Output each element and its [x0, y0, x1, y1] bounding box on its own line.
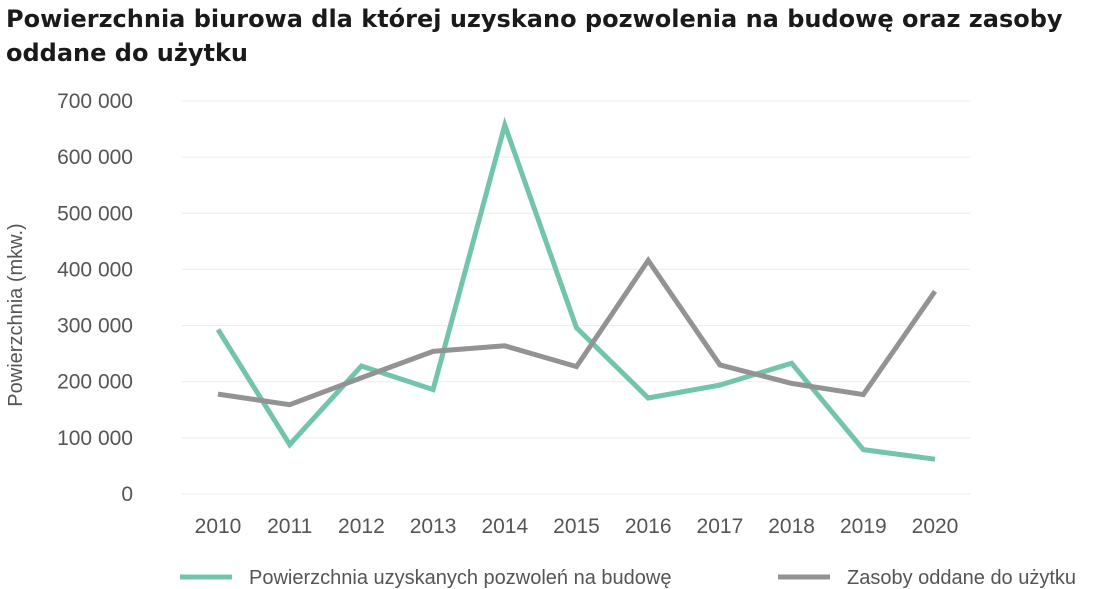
x-tick-label: 2018 — [768, 515, 815, 538]
y-axis-title: Powierzchnia (mkw.) — [5, 223, 27, 406]
x-tick-label: 2014 — [481, 515, 528, 538]
x-tick-label: 2010 — [195, 515, 242, 538]
chart-title: Powierzchnia biurowa dla której uzyskano… — [6, 5, 1063, 67]
x-tick-label: 2011 — [267, 515, 312, 538]
x-tick-label: 2015 — [553, 515, 600, 538]
x-tick-label: 2016 — [625, 515, 672, 538]
y-tick-label: 100 000 — [57, 427, 133, 450]
y-tick-label: 700 000 — [57, 90, 133, 113]
y-tick-label: 400 000 — [57, 258, 133, 281]
x-tick-label: 2012 — [338, 515, 385, 538]
legend-label: Powierzchnia uzyskanych pozwoleń na budo… — [249, 567, 671, 589]
series-line-1 — [215, 116, 936, 462]
legend-label: Zasoby oddane do użytku — [847, 567, 1076, 589]
series-line-2 — [217, 255, 938, 408]
x-axis-ticks: 2010 2011 2012 2013 2014 2015 2016 2017 2018 2019… — [195, 515, 959, 538]
x-tick-label: 2020 — [912, 515, 959, 538]
y-axis-ticks: 0 100 000 200 000 300 000 400 000 500 000 600 … — [57, 90, 133, 506]
series-lines — [215, 116, 938, 462]
x-tick-label: 2017 — [697, 515, 744, 538]
y-tick-label: 300 000 — [57, 315, 133, 338]
gridlines — [182, 100, 970, 495]
x-tick-label: 2013 — [410, 515, 457, 538]
y-tick-label: 200 000 — [57, 371, 133, 394]
y-tick-label: 600 000 — [57, 146, 133, 169]
y-tick-label: 0 — [121, 483, 133, 506]
y-tick-label: 500 000 — [57, 202, 133, 225]
legend: Powierzchnia uzyskanych pozwoleń na budo… — [180, 567, 1076, 589]
x-tick-label: 2019 — [840, 515, 887, 538]
